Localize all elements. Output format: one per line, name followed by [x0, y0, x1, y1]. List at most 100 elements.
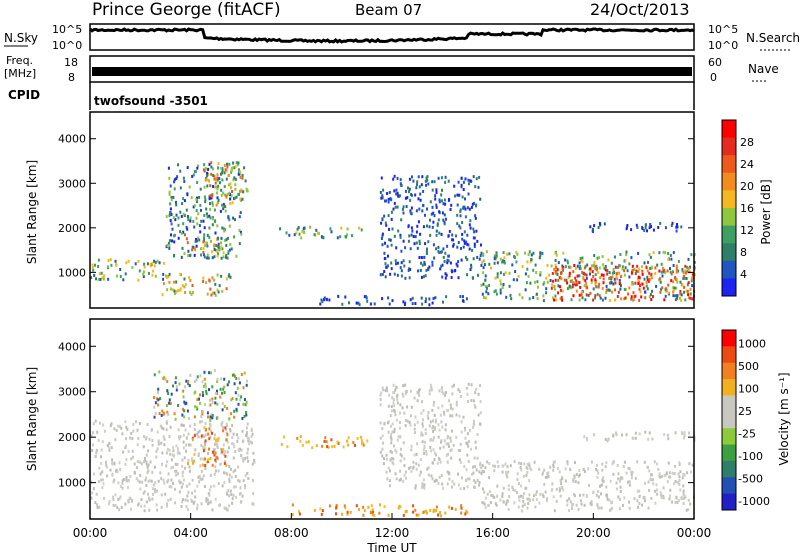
data-cell [92, 422, 95, 426]
data-cell [209, 418, 212, 422]
data-cell [462, 205, 465, 209]
data-cell [625, 250, 628, 254]
data-cell [391, 430, 394, 434]
data-cell [494, 289, 497, 293]
data-cell [165, 420, 168, 424]
data-cell [225, 255, 228, 259]
data-cell [119, 274, 122, 278]
y-tick-label: 1000 [58, 477, 86, 490]
colorbar-swatch [722, 330, 736, 347]
data-cell [203, 370, 206, 374]
time-tick-label: 16:00 [475, 526, 510, 540]
data-cell [185, 237, 188, 241]
data-cell [212, 217, 214, 221]
data-cell [169, 202, 172, 206]
data-cell [215, 178, 218, 182]
data-cell [220, 166, 223, 170]
data-cell [436, 223, 439, 227]
data-cell [164, 378, 167, 381]
data-cell [677, 472, 680, 476]
data-cell [181, 423, 184, 427]
data-cell [623, 269, 626, 273]
time-axis-label: Time UT [366, 541, 417, 554]
data-cell [601, 286, 604, 290]
data-cell [528, 297, 531, 301]
colorbar-tick-label: -25 [738, 428, 756, 441]
data-cell [213, 208, 216, 212]
colorbar-tick-label: 12 [740, 224, 754, 237]
data-cell [551, 283, 554, 287]
data-cell [656, 488, 659, 492]
data-cell [550, 264, 553, 268]
data-cell [657, 226, 660, 229]
data-cell [182, 395, 185, 399]
data-cell [379, 393, 382, 397]
data-cell [339, 235, 342, 239]
data-cell [473, 456, 476, 460]
data-cell [443, 260, 446, 263]
data-cell [624, 296, 627, 300]
data-cell [660, 287, 663, 291]
data-cell [624, 266, 627, 270]
data-cell [420, 431, 423, 435]
data-cell [688, 461, 691, 465]
data-cell [522, 500, 525, 504]
data-cell [676, 500, 679, 504]
data-cell [418, 239, 421, 243]
data-cell [442, 486, 445, 490]
data-cell [241, 429, 244, 433]
data-cell [185, 401, 188, 405]
data-cell [346, 227, 349, 231]
data-cell [202, 240, 205, 244]
data-cell [244, 486, 247, 490]
data-cell [136, 460, 139, 463]
data-cell [175, 385, 178, 388]
data-cell [403, 264, 406, 268]
data-cell [390, 267, 393, 271]
data-cell [346, 510, 349, 514]
data-cell [237, 479, 240, 482]
data-cell [590, 278, 593, 282]
data-cell [623, 297, 626, 301]
data-cell [168, 239, 171, 243]
data-cell [478, 483, 481, 487]
data-cell [680, 298, 683, 302]
data-cell [583, 284, 586, 288]
data-cell [153, 264, 156, 268]
data-cell [566, 259, 569, 263]
data-cell [504, 271, 507, 275]
data-cell [189, 219, 192, 223]
data-cell [444, 423, 447, 427]
data-cell [223, 385, 226, 389]
data-cell [410, 469, 413, 473]
data-cell [172, 481, 174, 485]
data-cell [118, 461, 121, 465]
data-cell [213, 442, 216, 446]
data-cell [280, 442, 283, 446]
data-cell [389, 450, 392, 453]
data-cell [101, 486, 104, 490]
data-cell [433, 428, 436, 431]
data-cell [533, 494, 535, 498]
data-cell [110, 422, 113, 426]
data-cell [381, 272, 384, 276]
data-cell [233, 415, 236, 419]
data-cell [323, 298, 325, 302]
data-cell [553, 287, 556, 291]
data-cell [385, 199, 387, 203]
data-cell [432, 403, 435, 407]
data-cell [240, 232, 243, 236]
data-cell [414, 415, 417, 419]
data-cell [562, 488, 565, 492]
data-cell [418, 388, 420, 392]
data-cell [606, 439, 609, 443]
data-cell [639, 284, 641, 288]
data-cell [662, 494, 665, 498]
data-cell [397, 506, 400, 510]
data-cell [183, 466, 186, 470]
data-cell [166, 410, 169, 414]
data-cell [676, 296, 679, 300]
data-cell [496, 261, 499, 265]
data-cell [322, 236, 325, 240]
data-cell [135, 477, 138, 480]
